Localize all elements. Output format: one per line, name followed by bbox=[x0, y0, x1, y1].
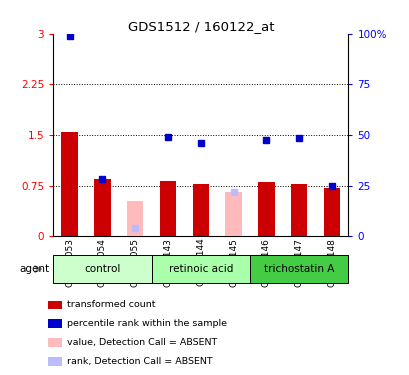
Text: trichostatin A: trichostatin A bbox=[263, 264, 334, 274]
Text: rank, Detection Call = ABSENT: rank, Detection Call = ABSENT bbox=[67, 357, 212, 366]
Bar bbox=[48, 320, 62, 328]
Bar bbox=[192, 184, 209, 236]
Bar bbox=[48, 357, 62, 366]
Text: value, Detection Call = ABSENT: value, Detection Call = ABSENT bbox=[67, 338, 217, 346]
Bar bbox=[48, 300, 62, 309]
Bar bbox=[127, 201, 143, 236]
Bar bbox=[151, 255, 249, 283]
Text: retinoic acid: retinoic acid bbox=[168, 264, 233, 274]
Bar bbox=[61, 132, 78, 236]
Bar bbox=[53, 255, 151, 283]
Bar bbox=[258, 182, 274, 236]
Bar bbox=[160, 181, 176, 236]
Bar bbox=[48, 338, 62, 347]
Text: control: control bbox=[84, 264, 120, 274]
Bar bbox=[323, 188, 339, 236]
Text: agent: agent bbox=[19, 264, 49, 274]
Text: percentile rank within the sample: percentile rank within the sample bbox=[67, 319, 226, 328]
Bar bbox=[225, 192, 241, 236]
Text: transformed count: transformed count bbox=[67, 300, 155, 309]
Title: GDS1512 / 160122_at: GDS1512 / 160122_at bbox=[127, 20, 274, 33]
Bar bbox=[290, 184, 307, 236]
Bar bbox=[94, 179, 110, 236]
Bar bbox=[249, 255, 348, 283]
